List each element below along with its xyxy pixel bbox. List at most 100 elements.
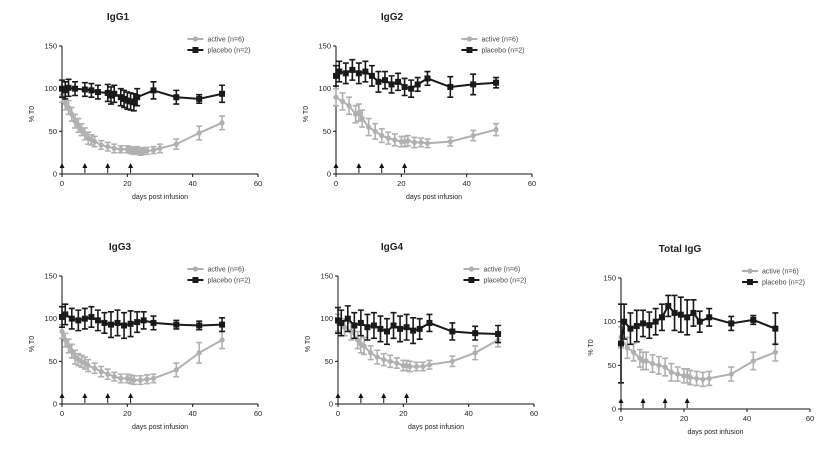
- data-point: [364, 324, 371, 331]
- data-point: [144, 376, 150, 382]
- legend-label: placebo (n=2): [207, 48, 250, 55]
- series: [618, 326, 779, 388]
- legend-entry: placebo (n=2): [741, 279, 805, 287]
- data-point: [395, 78, 402, 85]
- data-point: [410, 327, 417, 334]
- data-point: [121, 95, 128, 102]
- data-point: [390, 322, 397, 329]
- infusion-arrow: [402, 163, 408, 173]
- data-point: [366, 124, 372, 130]
- legend-entry: placebo (n=2): [187, 47, 250, 55]
- legend-entry: placebo (n=2): [187, 277, 250, 285]
- data-point: [65, 84, 72, 91]
- legend-label: placebo (n=2): [207, 278, 250, 285]
- data-point: [405, 138, 411, 144]
- data-point: [418, 139, 424, 146]
- data-point: [134, 319, 141, 326]
- data-point: [72, 85, 79, 92]
- data-point: [449, 328, 456, 335]
- data-point: [416, 325, 423, 332]
- data-point: [359, 115, 365, 122]
- legend-entry: placebo (n=2): [463, 277, 526, 285]
- data-point: [357, 319, 364, 326]
- data-point: [420, 363, 426, 370]
- infusion-arrow: [105, 163, 111, 173]
- x-tick-label: 60: [254, 409, 262, 418]
- data-point: [772, 325, 779, 332]
- data-point: [62, 337, 68, 343]
- data-point: [387, 358, 393, 364]
- legend-marker: [747, 268, 753, 274]
- data-point: [68, 315, 75, 322]
- data-point: [690, 309, 697, 316]
- data-point: [118, 146, 124, 152]
- data-point: [101, 319, 108, 326]
- data-point: [750, 316, 757, 323]
- y-tick-label: 50: [608, 361, 616, 370]
- infusion-arrow: [618, 398, 624, 408]
- data-point: [662, 364, 668, 370]
- x-tick-label: 40: [462, 179, 470, 188]
- data-point: [130, 99, 137, 106]
- y-tick-label: 50: [49, 357, 57, 366]
- data-point: [449, 358, 455, 364]
- y-tick-label: 150: [318, 42, 331, 51]
- data-point: [127, 320, 134, 327]
- x-axis-label: days post infusion: [406, 194, 462, 201]
- infusion-arrow: [662, 398, 668, 408]
- infusion-arrow: [59, 393, 65, 403]
- data-point: [219, 120, 225, 126]
- y-tick-label: 0: [612, 405, 616, 414]
- data-point: [493, 127, 499, 133]
- chart-title: Total IgG: [659, 244, 702, 255]
- data-point: [631, 349, 637, 355]
- data-point: [368, 72, 375, 79]
- data-point: [706, 314, 713, 321]
- legend-marker: [192, 36, 199, 42]
- y-tick-label: 50: [49, 127, 57, 136]
- x-tick-label: 20: [680, 414, 688, 423]
- infusion-arrow: [356, 163, 362, 173]
- legend-label: placebo (n=2): [481, 48, 524, 55]
- legend-marker: [468, 266, 475, 272]
- data-point: [696, 318, 703, 325]
- data-point: [94, 317, 101, 324]
- data-point: [413, 363, 419, 370]
- data-point: [394, 360, 400, 366]
- y-tick-label: 100: [603, 317, 616, 326]
- infusion-arrow: [404, 393, 410, 403]
- data-point: [157, 145, 163, 151]
- data-point: [728, 320, 735, 327]
- data-point: [677, 311, 684, 318]
- x-tick-label: 60: [806, 414, 814, 423]
- y-tick-label: 0: [329, 400, 333, 409]
- series-line: [620, 336, 776, 381]
- x-axis-label: days post infusion: [408, 424, 464, 431]
- y-tick-label: 0: [53, 400, 57, 409]
- infusion-arrow: [640, 398, 646, 408]
- chart-title: IgG1: [107, 12, 130, 23]
- data-point: [374, 354, 380, 360]
- data-point: [196, 322, 203, 329]
- data-point: [62, 311, 69, 318]
- data-point: [338, 319, 345, 326]
- x-tick-label: 40: [743, 414, 751, 423]
- data-point: [388, 81, 395, 88]
- chart-title: IgG4: [381, 242, 404, 253]
- x-axis-label: days post infusion: [687, 429, 743, 436]
- data-point: [98, 368, 104, 375]
- data-point: [342, 70, 349, 77]
- x-tick-label: 0: [60, 179, 64, 188]
- data-point: [117, 94, 124, 101]
- data-point: [62, 87, 69, 94]
- data-point: [105, 371, 111, 377]
- legend-label: active (n=6): [483, 267, 520, 274]
- data-point: [392, 137, 398, 143]
- data-point: [173, 141, 179, 147]
- infusion-arrow: [82, 163, 88, 173]
- data-point: [706, 375, 712, 382]
- y-tick-label: 0: [53, 170, 57, 179]
- data-point: [684, 314, 691, 321]
- data-point: [694, 375, 700, 382]
